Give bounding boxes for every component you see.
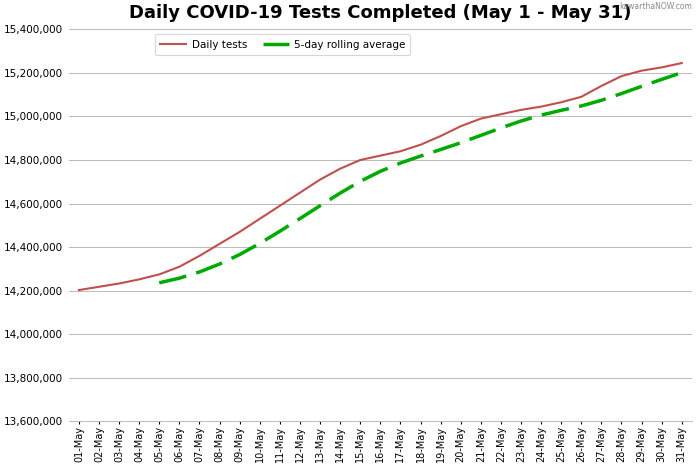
5-day rolling average bbox=[296, 216, 304, 221]
Line: Daily tests: Daily tests bbox=[79, 63, 682, 290]
Daily tests bbox=[336, 166, 345, 171]
5-day rolling average bbox=[396, 160, 404, 166]
Daily tests bbox=[497, 111, 505, 117]
Daily tests bbox=[658, 65, 666, 70]
5-day rolling average bbox=[597, 97, 606, 103]
Daily tests bbox=[457, 123, 465, 129]
5-day rolling average bbox=[638, 83, 646, 89]
5-day rolling average bbox=[155, 280, 164, 286]
Daily tests bbox=[74, 287, 83, 293]
Daily tests bbox=[316, 177, 324, 182]
Daily tests bbox=[276, 203, 284, 209]
5-day rolling average bbox=[517, 118, 525, 124]
Daily tests bbox=[376, 153, 384, 158]
5-day rolling average bbox=[215, 261, 223, 267]
Daily tests bbox=[537, 104, 545, 110]
5-day rolling average bbox=[376, 169, 384, 174]
5-day rolling average bbox=[436, 147, 445, 152]
Daily tests bbox=[416, 142, 425, 148]
5-day rolling average bbox=[336, 190, 345, 196]
5-day rolling average bbox=[276, 228, 284, 234]
Daily tests bbox=[235, 229, 244, 235]
Daily tests bbox=[135, 277, 143, 282]
Daily tests bbox=[678, 60, 686, 66]
5-day rolling average bbox=[537, 112, 545, 118]
Legend: Daily tests, 5-day rolling average: Daily tests, 5-day rolling average bbox=[155, 34, 411, 55]
5-day rolling average bbox=[235, 252, 244, 257]
Text: kawarthaNOW.com: kawarthaNOW.com bbox=[619, 2, 693, 11]
Daily tests bbox=[196, 253, 204, 259]
5-day rolling average bbox=[416, 153, 425, 159]
5-day rolling average bbox=[497, 125, 505, 131]
Daily tests bbox=[396, 149, 404, 154]
Title: Daily COVID-19 Tests Completed (May 1 - May 31): Daily COVID-19 Tests Completed (May 1 - … bbox=[129, 4, 631, 22]
Daily tests bbox=[175, 264, 184, 269]
5-day rolling average bbox=[316, 203, 324, 209]
5-day rolling average bbox=[678, 70, 686, 75]
Daily tests bbox=[477, 116, 485, 122]
Daily tests bbox=[577, 94, 585, 100]
Daily tests bbox=[356, 157, 365, 163]
Daily tests bbox=[557, 99, 565, 105]
5-day rolling average bbox=[617, 91, 626, 96]
Daily tests bbox=[215, 241, 223, 247]
Daily tests bbox=[155, 272, 164, 277]
Daily tests bbox=[617, 73, 626, 79]
Daily tests bbox=[255, 216, 264, 222]
Daily tests bbox=[95, 284, 103, 289]
Daily tests bbox=[436, 133, 445, 139]
Line: 5-day rolling average: 5-day rolling average bbox=[159, 73, 682, 283]
Daily tests bbox=[517, 107, 525, 113]
5-day rolling average bbox=[175, 275, 184, 281]
Daily tests bbox=[638, 68, 646, 74]
5-day rolling average bbox=[457, 140, 465, 145]
5-day rolling average bbox=[477, 133, 485, 138]
5-day rolling average bbox=[658, 76, 666, 82]
5-day rolling average bbox=[196, 269, 204, 275]
Daily tests bbox=[597, 83, 606, 89]
5-day rolling average bbox=[557, 108, 565, 113]
Daily tests bbox=[115, 281, 123, 286]
5-day rolling average bbox=[577, 103, 585, 109]
Daily tests bbox=[296, 190, 304, 195]
5-day rolling average bbox=[255, 240, 264, 246]
5-day rolling average bbox=[356, 178, 365, 184]
